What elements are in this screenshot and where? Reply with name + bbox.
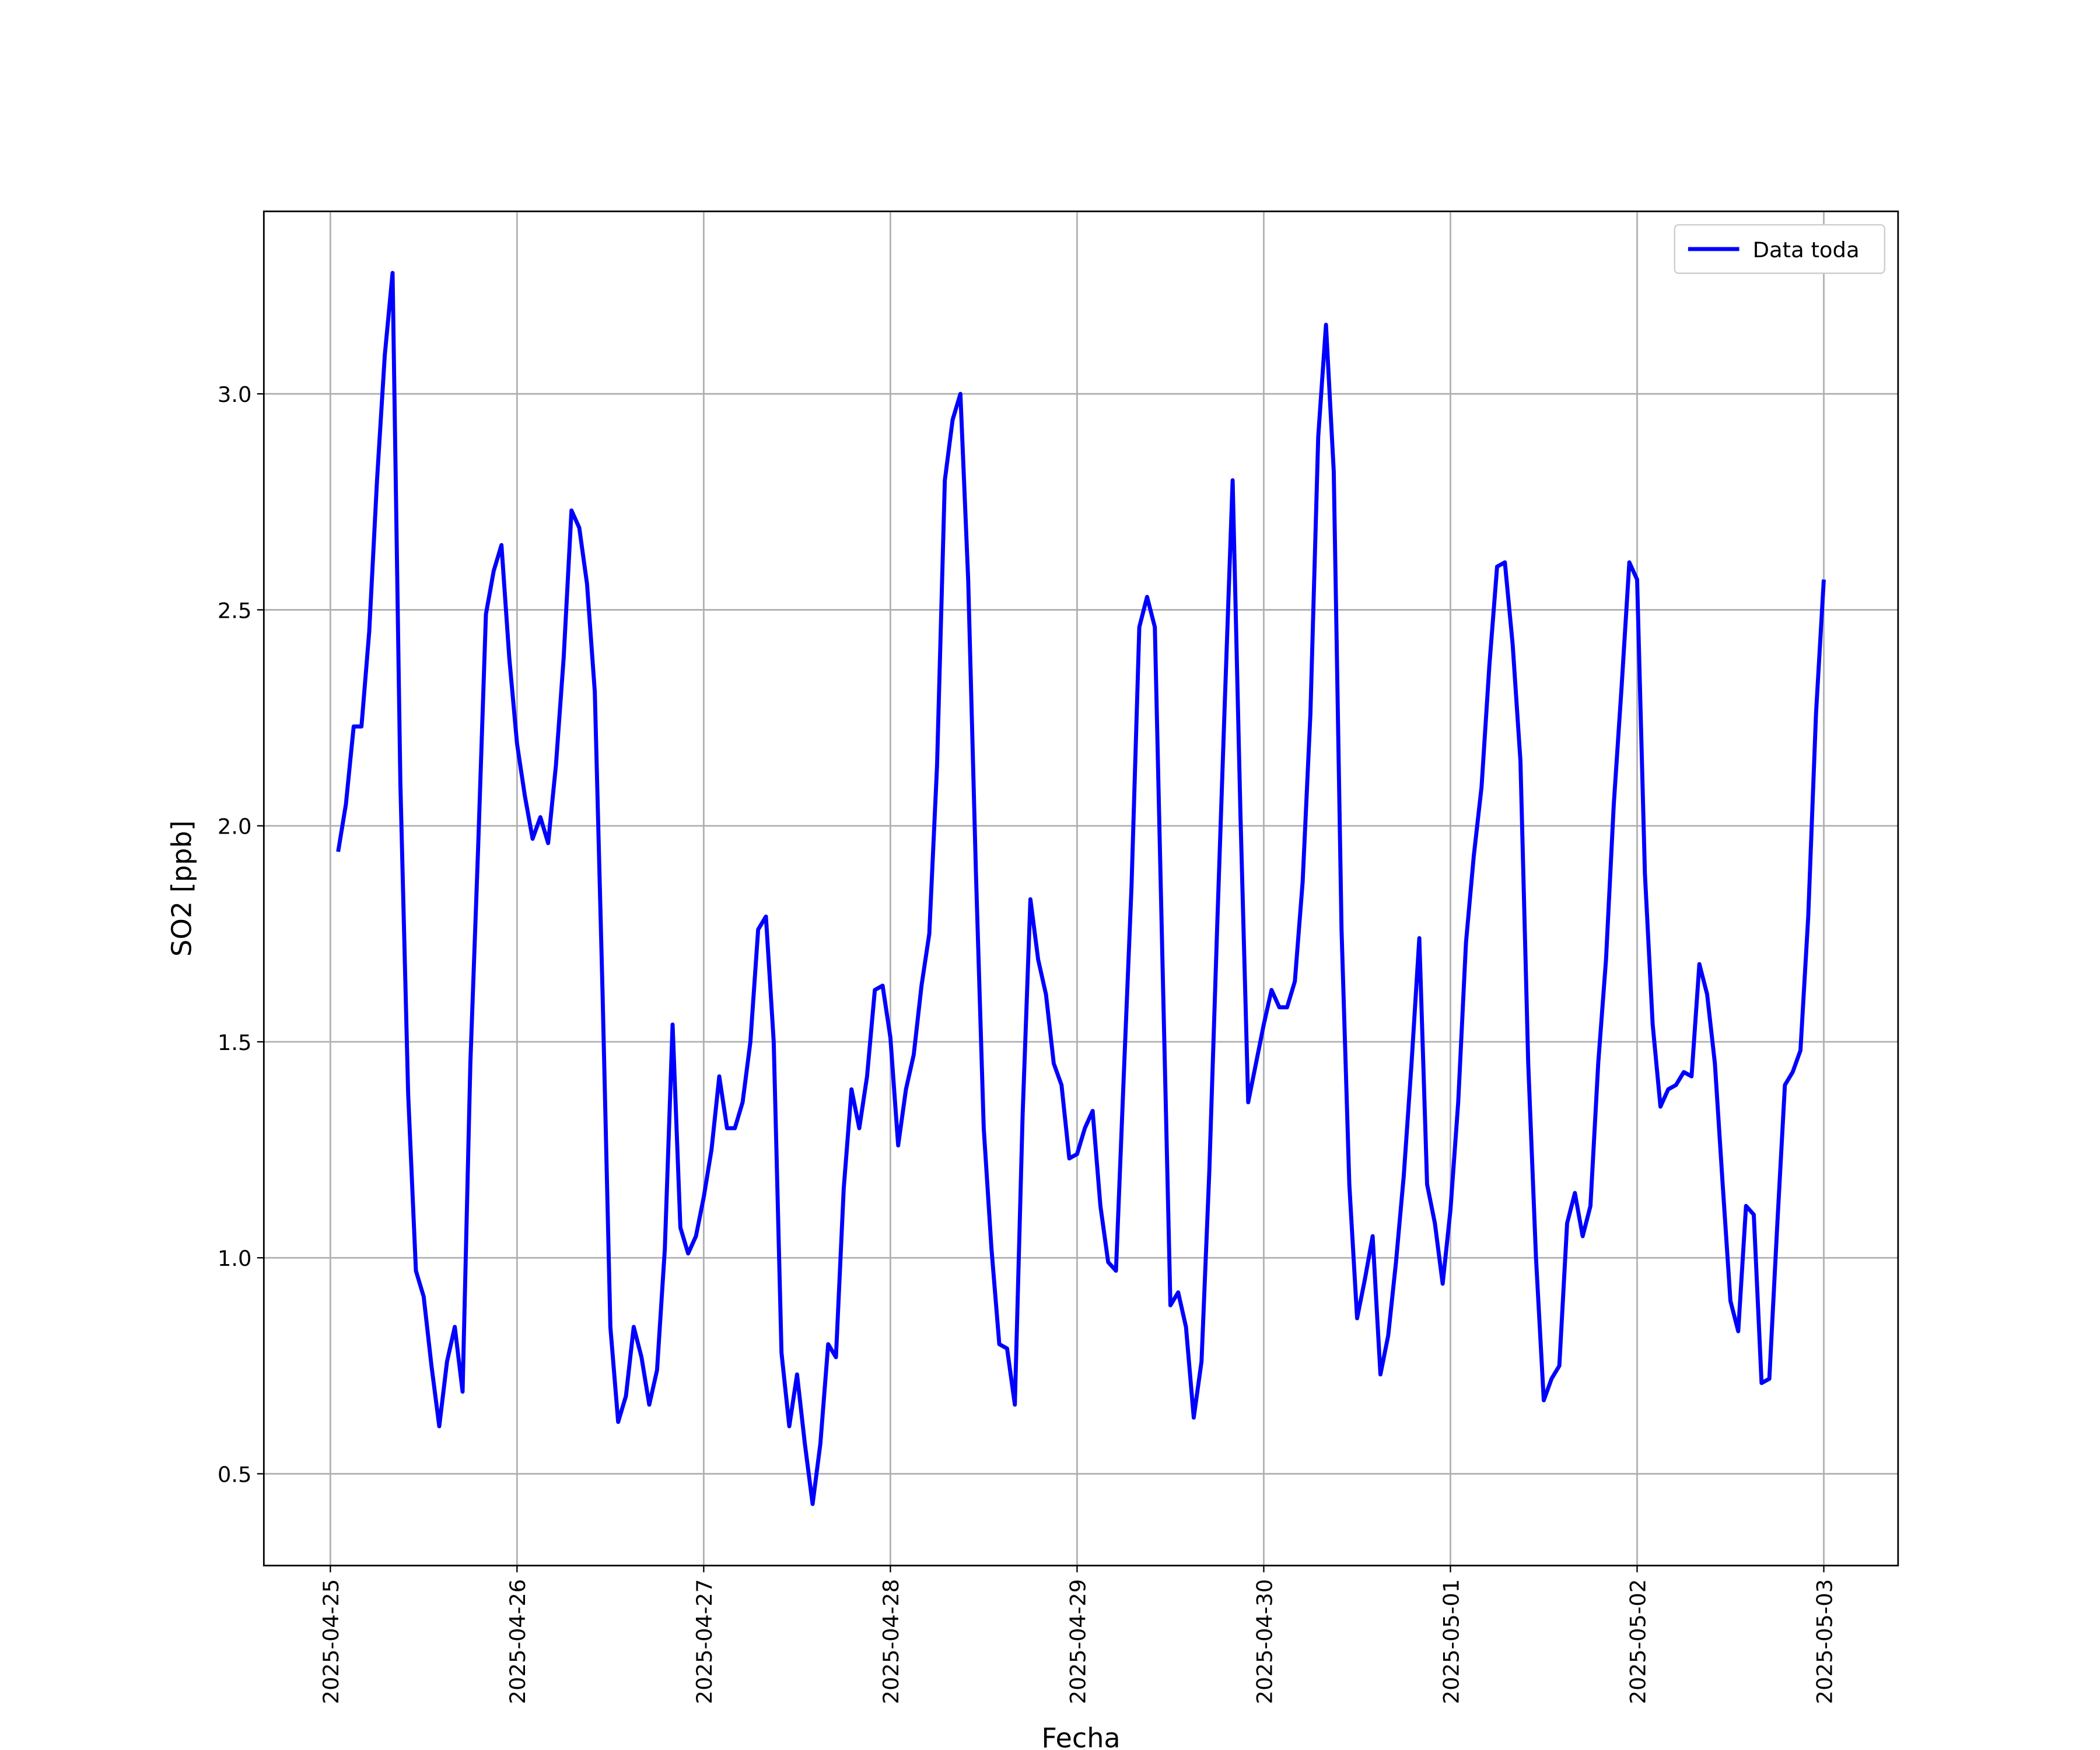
x-tick-label: 2025-04-27 (692, 1579, 717, 1704)
y-tick-label: 2.0 (218, 814, 252, 839)
x-tick-label: 2025-04-30 (1252, 1579, 1277, 1704)
y-axis-label: SO2 [ppb] (166, 820, 198, 957)
x-tick-label: 2025-05-03 (1812, 1579, 1837, 1704)
y-tick-label: 1.0 (218, 1246, 252, 1271)
legend-box (1674, 224, 1885, 274)
x-tick-label: 2025-04-28 (878, 1579, 904, 1704)
y-tick-label: 0.5 (218, 1462, 252, 1487)
x-axis-label: Fecha (1041, 1722, 1120, 1750)
plot-frame (262, 210, 1899, 1567)
x-tick-label: 2025-05-02 (1625, 1579, 1650, 1704)
data-line (336, 271, 1826, 1506)
y-tick-label: 3.0 (218, 382, 252, 407)
y-tick-label: 1.5 (218, 1030, 252, 1055)
x-tick-label: 2025-04-25 (318, 1579, 344, 1704)
legend-label: Data toda (1753, 237, 1860, 262)
x-tick-label: 2025-04-29 (1065, 1579, 1090, 1704)
x-tick-label: 2025-04-26 (505, 1579, 530, 1704)
y-tick-label: 2.5 (218, 598, 252, 623)
x-tick-label: 2025-05-01 (1438, 1579, 1464, 1704)
